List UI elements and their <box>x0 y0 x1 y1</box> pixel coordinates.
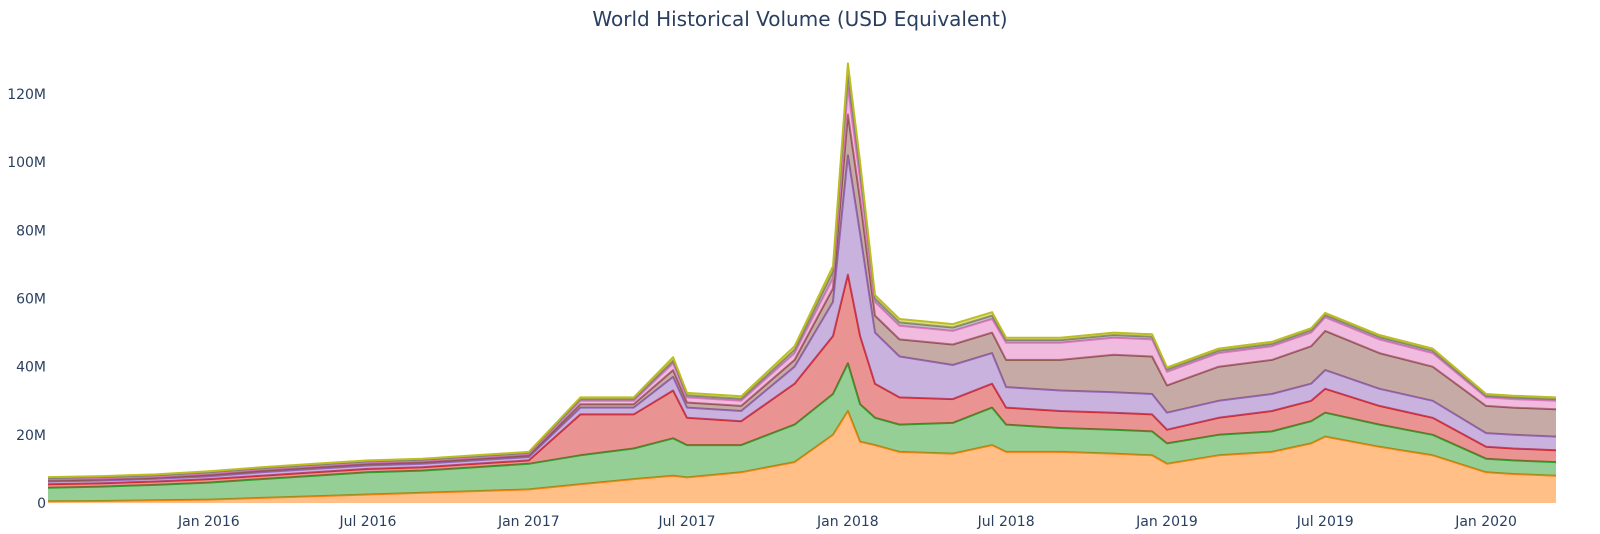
chart-title: World Historical Volume (USD Equivalent) <box>592 7 1007 31</box>
y-axis: 0 20M 40M 60M 80M 100M 120M <box>7 87 46 512</box>
x-tick-label: Jan 2016 <box>177 514 240 530</box>
x-tick-label: Jul 2018 <box>977 514 1035 530</box>
y-tick-label: 0 <box>37 496 46 512</box>
y-tick-label: 20M <box>16 428 46 444</box>
x-tick-label: Jan 2017 <box>497 514 560 530</box>
series-area-1 <box>48 363 1556 502</box>
x-tick-label: Jul 2019 <box>1296 514 1354 530</box>
x-tick-label: Jul 2016 <box>338 514 396 530</box>
x-tick-label: Jan 2019 <box>1135 514 1198 530</box>
x-axis: Jan 2016 Jul 2016 Jan 2017 Jul 2017 Jan 2018… <box>177 514 1517 530</box>
y-tick-label: 100M <box>7 155 46 171</box>
y-tick-label: 60M <box>16 292 46 308</box>
x-tick-label: Jul 2017 <box>658 514 716 530</box>
series-line-7 <box>47 62 1557 479</box>
series-area-2 <box>48 274 1556 488</box>
y-tick-label: 40M <box>16 360 46 376</box>
x-tick-label: Jan 2020 <box>1454 514 1517 530</box>
x-tick-label: Jan 2018 <box>816 514 879 530</box>
series-areas <box>47 62 1557 503</box>
y-tick-label: 120M <box>7 87 46 103</box>
y-tick-label: 80M <box>16 223 46 239</box>
series-area-4 <box>48 114 1556 482</box>
